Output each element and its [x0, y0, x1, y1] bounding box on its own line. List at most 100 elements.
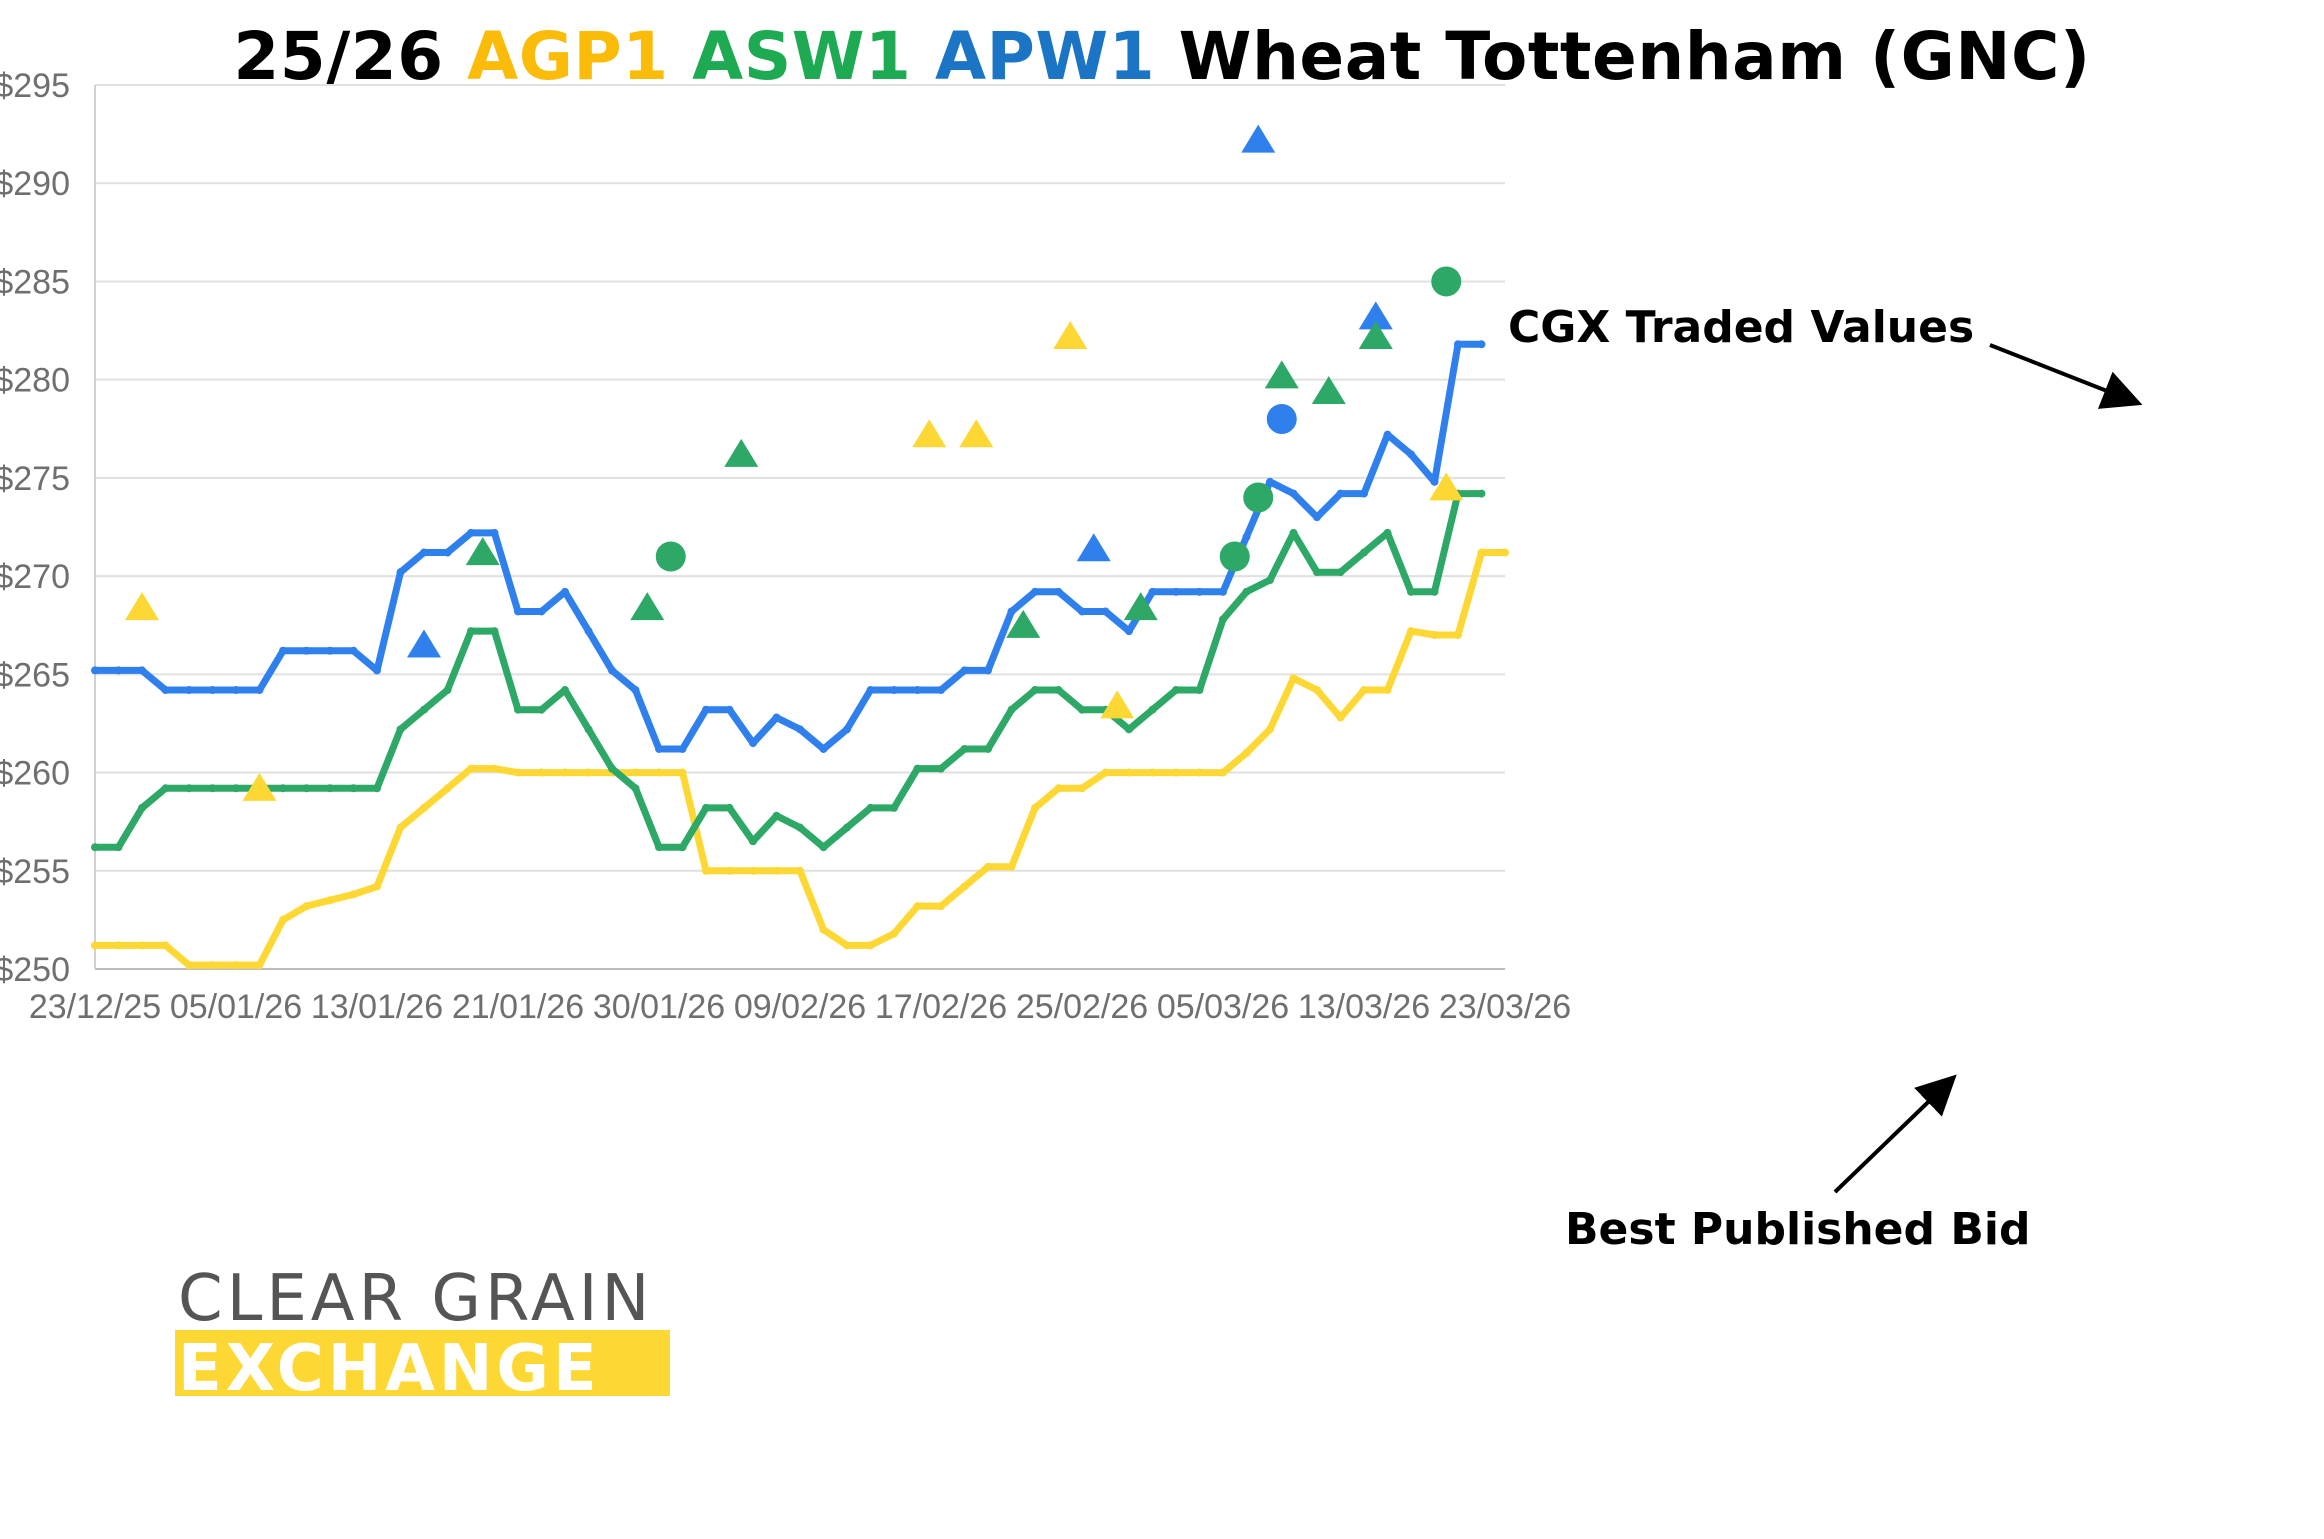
series-point-agp1 — [913, 902, 922, 911]
series-point-asw1 — [373, 784, 381, 793]
x-tick-label: 05/03/26 — [1157, 988, 1289, 1026]
series-point-apw1 — [702, 705, 710, 714]
series-point-asw1 — [91, 843, 99, 852]
x-tick-label: 25/02/26 — [1016, 988, 1148, 1026]
series-point-agp1 — [725, 866, 734, 875]
series-point-asw1 — [843, 823, 851, 832]
series-point-agp1 — [420, 803, 428, 812]
series-point-apw1 — [866, 686, 875, 695]
traded-triangle-agp1 — [912, 419, 947, 448]
series-point-apw1 — [185, 686, 193, 695]
series-point-apw1 — [1383, 430, 1392, 439]
series-point-agp1 — [467, 764, 475, 773]
series-point-asw1 — [161, 784, 170, 793]
series-point-agp1 — [255, 961, 264, 970]
series-point-agp1 — [1125, 768, 1133, 777]
series-point-agp1 — [1172, 768, 1180, 777]
series-point-asw1 — [208, 784, 217, 793]
traded-triangle-apw1 — [1076, 533, 1111, 562]
series-point-agp1 — [373, 882, 381, 891]
series-point-agp1 — [1242, 748, 1251, 757]
series-point-agp1 — [702, 866, 710, 875]
series-point-apw1 — [420, 548, 428, 557]
series-point-asw1 — [138, 803, 146, 812]
series-point-asw1 — [396, 725, 405, 734]
series-line-apw1 — [91, 340, 1485, 753]
series-point-apw1 — [561, 587, 569, 596]
series-point-asw1 — [1007, 705, 1016, 714]
series-point-apw1 — [279, 646, 287, 655]
series-point-asw1 — [749, 837, 757, 846]
traded-circle-asw1 — [1243, 482, 1274, 513]
series-point-agp1 — [185, 961, 193, 970]
series-point-asw1 — [1383, 528, 1392, 537]
series-point-apw1 — [913, 686, 922, 695]
series-point-asw1 — [1172, 686, 1180, 695]
x-tick-label: 05/01/26 — [170, 988, 302, 1026]
series-point-asw1 — [232, 784, 240, 793]
series-point-agp1 — [1148, 768, 1157, 777]
series-point-agp1 — [443, 784, 452, 793]
x-tick-label: 13/03/26 — [1298, 988, 1430, 1026]
annotation-traded-values: CGX Traded Values — [1508, 302, 1974, 353]
series-point-agp1 — [866, 941, 875, 950]
series-point-apw1 — [843, 725, 851, 734]
series-point-apw1 — [608, 666, 616, 675]
traded-triangle-asw1 — [465, 537, 500, 566]
series-point-apw1 — [1360, 489, 1368, 498]
series-point-asw1 — [114, 843, 123, 852]
title-agp1: AGP1 — [467, 18, 669, 95]
series-point-apw1 — [467, 528, 475, 537]
series-point-apw1 — [749, 739, 757, 748]
series-point-asw1 — [1219, 615, 1227, 624]
series-point-apw1 — [1172, 587, 1180, 596]
y-tick-label: $250 — [0, 951, 70, 989]
traded-triangle-agp1 — [242, 772, 277, 801]
series-point-agp1 — [1101, 768, 1110, 777]
arrow-best-bid — [1833, 1074, 1957, 1194]
series-point-apw1 — [960, 666, 969, 675]
series-point-asw1 — [443, 686, 452, 695]
series-point-apw1 — [1148, 587, 1157, 596]
series-point-apw1 — [1289, 489, 1298, 498]
series-point-agp1 — [561, 768, 569, 777]
series-point-apw1 — [1007, 607, 1016, 616]
series-point-apw1 — [1031, 587, 1039, 596]
series-point-asw1 — [561, 686, 569, 695]
series-point-agp1 — [1360, 686, 1368, 695]
series-point-asw1 — [960, 744, 969, 753]
series-point-asw1 — [1336, 568, 1345, 577]
series-point-agp1 — [890, 929, 898, 938]
traded-triangle-apw1 — [1358, 301, 1393, 330]
x-tick-label: 30/01/26 — [593, 988, 725, 1026]
series-point-apw1 — [796, 725, 804, 734]
series-point-apw1 — [1454, 340, 1462, 349]
series-point-apw1 — [1266, 477, 1274, 486]
series-point-asw1 — [349, 784, 358, 793]
series-point-agp1 — [584, 768, 593, 777]
series-point-apw1 — [678, 744, 687, 753]
series-point-asw1 — [1125, 725, 1133, 734]
x-tick-label: 21/01/26 — [452, 988, 584, 1026]
series-point-apw1 — [819, 744, 828, 753]
series-point-asw1 — [866, 803, 875, 812]
series-point-asw1 — [537, 705, 546, 714]
series-point-apw1 — [1054, 587, 1063, 596]
series-point-apw1 — [1407, 450, 1415, 459]
arrow-traded-values — [1989, 343, 2143, 409]
series-point-agp1 — [655, 768, 663, 777]
series-point-apw1 — [655, 744, 663, 753]
series-point-asw1 — [1477, 489, 1486, 498]
series-point-agp1 — [326, 896, 334, 905]
series-point-agp1 — [1430, 631, 1439, 640]
series-point-agp1 — [537, 768, 546, 777]
x-tick-label: 17/02/26 — [875, 988, 1007, 1026]
series-point-asw1 — [984, 744, 992, 753]
y-tick-label: $280 — [0, 362, 70, 400]
series-point-asw1 — [678, 843, 687, 852]
series-point-apw1 — [396, 568, 405, 577]
traded-points — [125, 124, 1464, 801]
title-asw1: ASW1 — [692, 18, 912, 95]
series-point-agp1 — [1407, 627, 1415, 636]
